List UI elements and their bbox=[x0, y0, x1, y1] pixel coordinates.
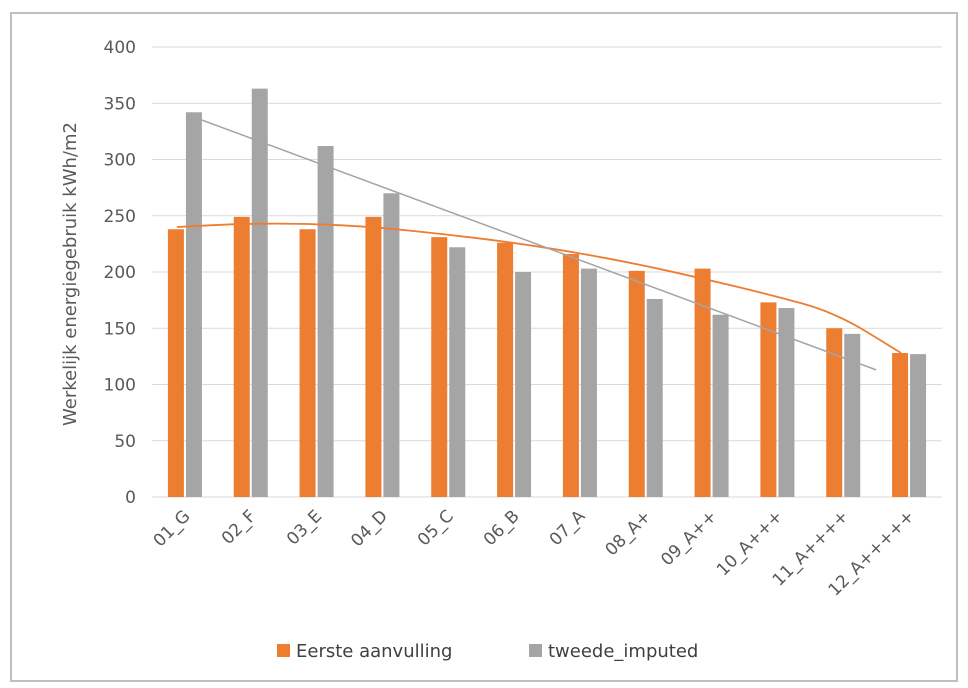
bar-tweede-imputed-08_A+ bbox=[646, 299, 663, 497]
x-tick-04_D: 04_D bbox=[347, 506, 392, 551]
bar-eerste-aanvulling-02_F bbox=[233, 216, 250, 497]
bar-tweede-imputed-09_A++ bbox=[712, 314, 729, 497]
y-tick-150: 150 bbox=[104, 319, 136, 339]
bar-eerste-aanvulling-12_A+++++ bbox=[892, 353, 909, 497]
bar-tweede-imputed-03_E bbox=[317, 146, 334, 497]
bars bbox=[167, 88, 927, 497]
bar-eerste-aanvulling-09_A++ bbox=[694, 268, 711, 497]
y-tick-250: 250 bbox=[104, 207, 136, 227]
legend-label-tweede-imputed: tweede_imputed bbox=[548, 641, 698, 662]
y-tick-labels: 0 50 100 150 200 250 300 350 400 bbox=[104, 38, 136, 508]
bar-tweede-imputed-07_A bbox=[580, 268, 597, 497]
chart-frame: 0 50 100 150 200 250 300 350 400 01_G 02_F 03_E 04_… bbox=[10, 12, 958, 682]
bar-eerste-aanvulling-10_A+++ bbox=[760, 302, 777, 497]
legend-swatch-eerste-aanvulling bbox=[277, 644, 290, 657]
y-tick-300: 300 bbox=[104, 151, 136, 171]
y-tick-0: 0 bbox=[125, 488, 136, 508]
bar-eerste-aanvulling-07_A bbox=[562, 254, 579, 497]
x-tick-06_B: 06_B bbox=[480, 506, 524, 550]
gridlines bbox=[152, 46, 942, 498]
bar-tweede-imputed-12_A+++++ bbox=[910, 354, 927, 497]
x-tick-07_A: 07_A bbox=[546, 506, 590, 550]
bar-tweede-imputed-02_F bbox=[251, 88, 268, 497]
trendlines bbox=[176, 113, 902, 371]
trendline-eerste-aanvulling bbox=[176, 222, 902, 354]
y-tick-350: 350 bbox=[104, 94, 136, 114]
trendline-tweede-imputed bbox=[186, 113, 877, 371]
x-tick-labels: 01_G 02_F 03_E 04_D 05_C 06_B 07_A 08_A+ 09_A++1… bbox=[150, 506, 919, 600]
bar-eerste-aanvulling-03_E bbox=[299, 229, 316, 497]
bar-tweede-imputed-04_D bbox=[383, 193, 400, 497]
bar-eerste-aanvulling-11_A++++ bbox=[826, 328, 843, 497]
y-tick-100: 100 bbox=[104, 376, 136, 396]
bar-eerste-aanvulling-05_C bbox=[431, 237, 448, 497]
bar-tweede-imputed-05_C bbox=[449, 247, 466, 497]
x-tick-01_G: 01_G bbox=[150, 506, 195, 551]
chart-svg: 0 50 100 150 200 250 300 350 400 01_G 02_F 03_E 04_… bbox=[60, 38, 942, 662]
legend-swatch-tweede-imputed bbox=[529, 644, 542, 657]
y-tick-200: 200 bbox=[104, 263, 136, 283]
x-tick-03_E: 03_E bbox=[283, 506, 326, 549]
legend-label-eerste-aanvulling: Eerste aanvulling bbox=[296, 641, 452, 662]
bar-tweede-imputed-01_G bbox=[185, 112, 202, 497]
y-tick-50: 50 bbox=[114, 432, 136, 452]
bar-tweede-imputed-11_A++++ bbox=[844, 333, 861, 497]
bar-eerste-aanvulling-08_A+ bbox=[628, 270, 645, 497]
x-tick-05_C: 05_C bbox=[414, 506, 458, 550]
x-tick-08_A+: 08_A+ bbox=[602, 506, 656, 560]
bar-tweede-imputed-06_B bbox=[515, 272, 532, 497]
legend: Eerste aanvulling tweede_imputed bbox=[277, 641, 698, 662]
bar-eerste-aanvulling-06_B bbox=[497, 242, 514, 497]
x-tick-09_A++: 09_A++ bbox=[657, 506, 721, 570]
x-tick-02_F: 02_F bbox=[218, 506, 260, 548]
y-axis-title: Werkelijk energiegebruik kWh/m2 bbox=[60, 122, 81, 426]
bar-tweede-imputed-10_A+++ bbox=[778, 308, 795, 497]
bar-eerste-aanvulling-01_G bbox=[167, 229, 184, 497]
y-tick-400: 400 bbox=[104, 38, 136, 58]
bar-eerste-aanvulling-04_D bbox=[365, 216, 382, 497]
